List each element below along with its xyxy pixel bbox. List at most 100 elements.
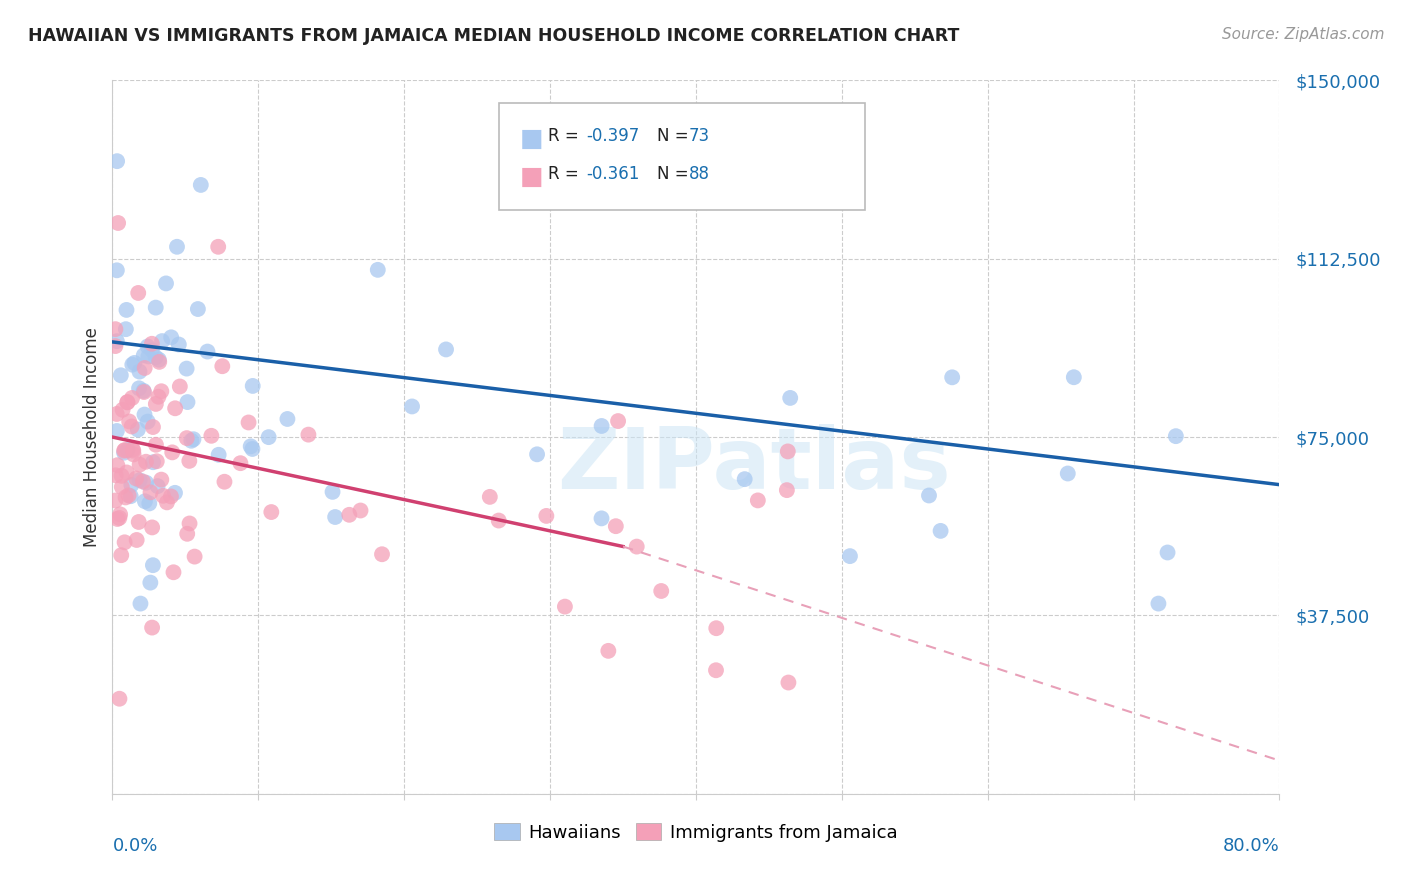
- Point: [117, 488, 139, 502]
- Point: [591, 419, 613, 434]
- Point: [146, 479, 169, 493]
- Point: [117, 442, 139, 457]
- Point: [211, 359, 233, 374]
- Point: [276, 412, 298, 426]
- Point: [136, 415, 159, 429]
- Point: [167, 337, 190, 351]
- Point: [122, 447, 145, 461]
- Point: [148, 355, 170, 369]
- Point: [1056, 467, 1078, 481]
- Point: [197, 344, 219, 359]
- Point: [704, 621, 727, 635]
- Point: [179, 516, 201, 531]
- Point: [111, 402, 134, 417]
- Point: [120, 478, 142, 492]
- Point: [155, 277, 177, 291]
- Point: [132, 384, 155, 398]
- Point: [190, 178, 212, 192]
- Point: [207, 240, 229, 254]
- Point: [747, 493, 769, 508]
- Point: [242, 442, 264, 456]
- Point: [148, 352, 170, 367]
- Point: [112, 445, 135, 459]
- Point: [839, 549, 862, 563]
- Point: [163, 486, 186, 500]
- Text: ■: ■: [520, 165, 544, 189]
- Point: [138, 350, 160, 364]
- Point: [124, 356, 146, 370]
- Point: [129, 597, 152, 611]
- Point: [104, 339, 127, 353]
- Text: N =: N =: [657, 165, 693, 183]
- Point: [142, 455, 165, 469]
- Point: [323, 510, 346, 524]
- Text: R =: R =: [548, 127, 585, 145]
- Point: [337, 508, 360, 522]
- Point: [176, 395, 198, 409]
- Point: [257, 430, 280, 444]
- Point: [134, 361, 156, 376]
- Point: [242, 379, 264, 393]
- Point: [115, 302, 138, 317]
- Point: [176, 526, 198, 541]
- Point: [127, 285, 149, 300]
- Point: [145, 397, 167, 411]
- Point: [152, 489, 174, 503]
- Point: [605, 519, 627, 533]
- Text: -0.397: -0.397: [586, 127, 640, 145]
- Text: 88: 88: [689, 165, 710, 183]
- Point: [145, 301, 167, 315]
- Point: [141, 520, 163, 534]
- Point: [434, 343, 457, 357]
- Text: N =: N =: [657, 127, 693, 145]
- Point: [105, 458, 128, 473]
- Point: [132, 348, 155, 362]
- Point: [183, 549, 205, 564]
- Point: [778, 675, 800, 690]
- Point: [145, 454, 167, 468]
- Point: [136, 339, 159, 353]
- Point: [200, 429, 222, 443]
- Point: [104, 322, 127, 336]
- Point: [238, 416, 260, 430]
- Point: [1164, 429, 1187, 443]
- Point: [115, 322, 138, 336]
- Point: [139, 485, 162, 500]
- Legend: Hawaiians, Immigrants from Jamaica: Hawaiians, Immigrants from Jamaica: [486, 816, 905, 849]
- Point: [125, 471, 148, 485]
- Point: [160, 330, 183, 344]
- Point: [214, 475, 236, 489]
- Point: [135, 475, 157, 490]
- Text: Source: ZipAtlas.com: Source: ZipAtlas.com: [1222, 27, 1385, 42]
- Point: [488, 514, 510, 528]
- Point: [108, 691, 131, 706]
- Point: [704, 663, 727, 677]
- Point: [114, 442, 136, 457]
- Point: [208, 448, 231, 462]
- Point: [105, 424, 128, 438]
- Point: [139, 575, 162, 590]
- Point: [401, 400, 423, 414]
- Point: [169, 379, 191, 393]
- Point: [114, 535, 136, 549]
- Point: [132, 475, 155, 489]
- Text: 0.0%: 0.0%: [112, 837, 157, 855]
- Point: [598, 644, 620, 658]
- Point: [166, 240, 188, 254]
- Point: [105, 407, 128, 421]
- Point: [322, 484, 344, 499]
- Point: [160, 490, 183, 504]
- Point: [110, 468, 132, 483]
- Point: [134, 408, 156, 422]
- Point: [121, 419, 143, 434]
- Point: [128, 473, 150, 487]
- Point: [115, 466, 138, 480]
- Point: [121, 358, 143, 372]
- Point: [128, 381, 150, 395]
- Point: [104, 468, 127, 483]
- Point: [150, 473, 173, 487]
- Point: [162, 566, 184, 580]
- Point: [176, 431, 198, 445]
- Point: [141, 336, 163, 351]
- Point: [107, 216, 129, 230]
